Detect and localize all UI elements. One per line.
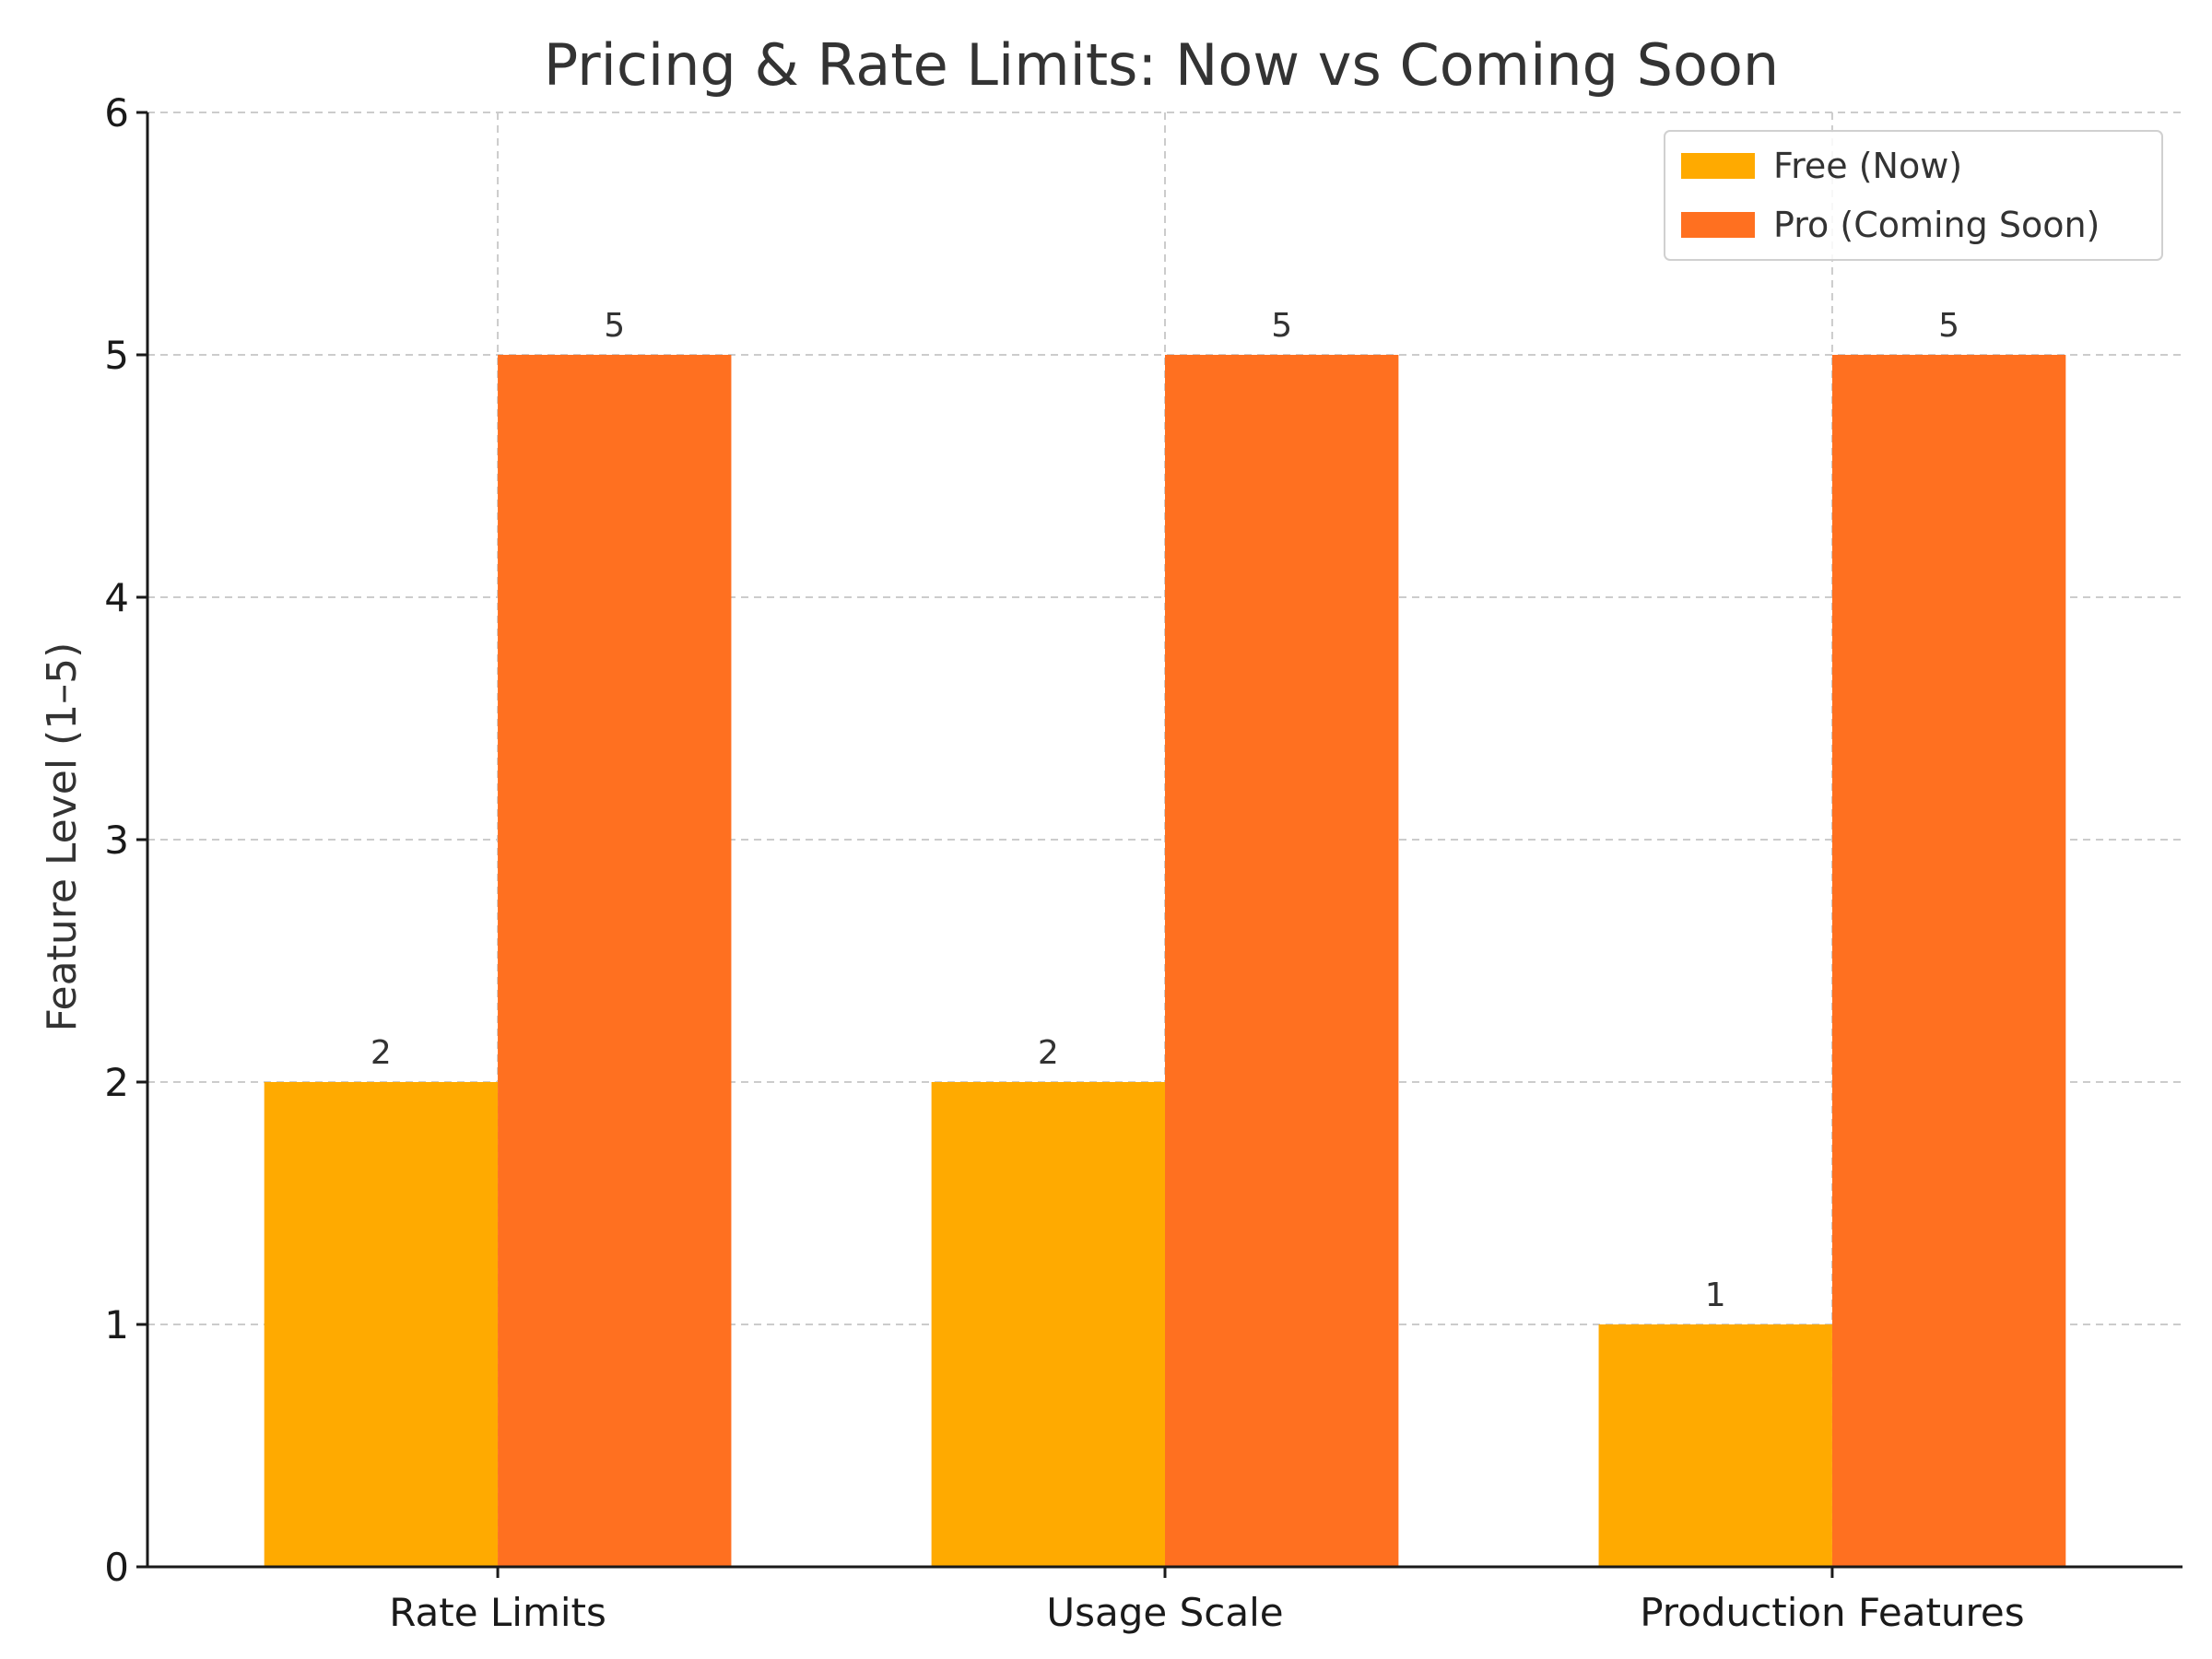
axes: 0 1 2 3 4 5 6 Rate Limits Usage Scale Production …	[104, 90, 2183, 1635]
data-labels: 2 2 1 5 5 5	[371, 307, 1959, 1314]
bar-free-now-1	[931, 1082, 1165, 1567]
y-tick-label: 0	[104, 1545, 129, 1590]
bar-value-label: 5	[1938, 307, 1959, 345]
bar-value-label: 2	[371, 1034, 392, 1072]
y-tick-label: 6	[104, 90, 129, 135]
legend: Free (Now) Pro (Coming Soon)	[1664, 130, 2163, 261]
chart-title: Pricing & Rate Limits: Now vs Coming Soo…	[544, 31, 1779, 99]
y-tick-label: 4	[104, 575, 129, 620]
legend-label: Free (Now)	[1773, 146, 1962, 186]
bar-value-label: 1	[1705, 1277, 1726, 1314]
y-axis-label: Feature Level (1–5)	[39, 642, 86, 1032]
bar-free-now-0	[264, 1082, 499, 1567]
bar-value-label: 2	[1038, 1034, 1059, 1072]
bar-value-label: 5	[1271, 307, 1292, 345]
x-tick-label: Rate Limits	[389, 1590, 606, 1635]
y-tick-label: 3	[104, 818, 129, 863]
legend-box	[1664, 130, 2163, 261]
x-tick-label: Usage Scale	[1046, 1590, 1283, 1635]
legend-swatch	[1681, 153, 1755, 179]
legend-label: Pro (Coming Soon)	[1773, 205, 2100, 245]
bar-value-label: 5	[604, 307, 625, 345]
bar-pro-coming-soon-1	[1165, 355, 1399, 1567]
bar-pro-coming-soon-0	[498, 355, 732, 1567]
bars	[264, 355, 2066, 1567]
bar-pro-coming-soon-2	[1831, 355, 2066, 1567]
x-tick-label: Production Features	[1640, 1590, 2024, 1635]
y-tick-label: 1	[104, 1302, 129, 1347]
y-tick-label: 2	[104, 1060, 129, 1105]
y-tick-label: 5	[104, 333, 129, 378]
legend-swatch	[1681, 212, 1755, 238]
bar-free-now-2	[1598, 1324, 1832, 1567]
